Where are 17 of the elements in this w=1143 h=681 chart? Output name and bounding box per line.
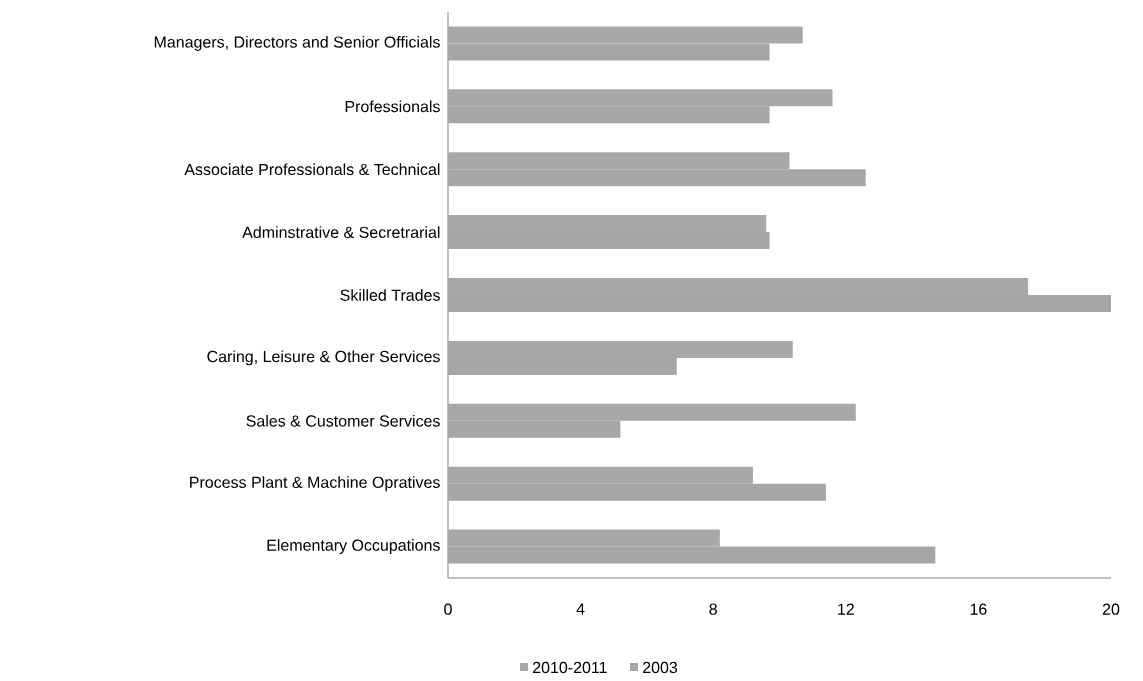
- x-tick-label: 16: [970, 603, 987, 615]
- y-tick-label: Managers, Directors and Senior Officials: [154, 36, 440, 51]
- x-tick-label: 4: [576, 603, 585, 615]
- y-tick-label: Process Plant & Machine Opratives: [190, 476, 440, 492]
- legend-label: 2010-2011: [533, 661, 607, 674]
- y-tick-label: Elementary Occupations: [267, 539, 440, 555]
- y-tick-label: Adminstrative & Secretrarial: [242, 226, 440, 238]
- y-tick-label: Associate Professionals & Technical: [184, 163, 440, 176]
- x-tick-label: 8: [709, 603, 717, 615]
- y-tick-label: Caring, Leisure & Other Services: [207, 350, 440, 366]
- x-tick-label: 0: [444, 603, 452, 615]
- y-tick-label: Professionals: [345, 100, 440, 113]
- y-tick-label: Skilled Trades: [340, 289, 440, 301]
- x-tick-label: 12: [838, 603, 854, 615]
- x-tick-label: 20: [1102, 603, 1120, 615]
- legend-label: 2003: [643, 661, 678, 674]
- y-tick-label: Sales & Customer Services: [246, 414, 440, 427]
